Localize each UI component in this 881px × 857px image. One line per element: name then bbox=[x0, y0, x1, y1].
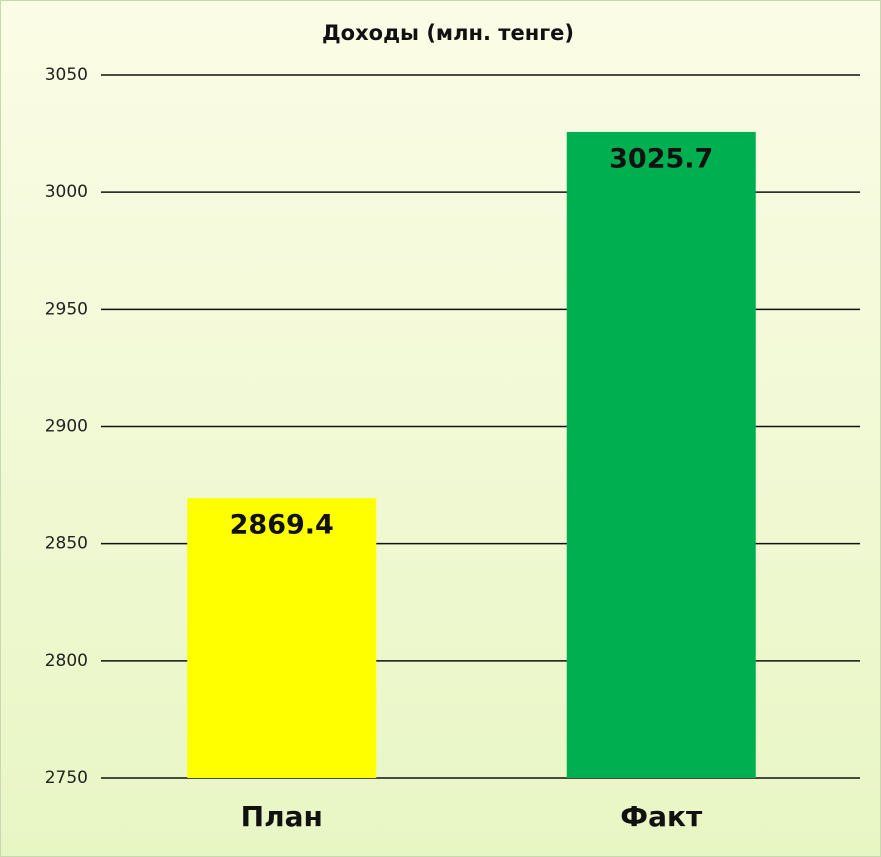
value-label: 2869.4 bbox=[230, 510, 334, 541]
y-tick-label: 2750 bbox=[45, 768, 88, 788]
y-tick-label: 2800 bbox=[45, 651, 88, 671]
bar bbox=[566, 131, 756, 778]
y-tick-label: 2950 bbox=[45, 299, 88, 319]
y-tick-label: 2850 bbox=[45, 534, 88, 554]
y-tick-label: 3050 bbox=[45, 65, 88, 85]
y-tick-label: 2900 bbox=[45, 417, 88, 437]
y-tick-label: 3000 bbox=[45, 182, 88, 202]
value-label: 3025.7 bbox=[609, 143, 713, 174]
x-tick-label: План bbox=[241, 800, 323, 833]
bar bbox=[187, 498, 377, 778]
x-tick-label: Факт bbox=[620, 800, 703, 833]
chart-title: Доходы (млн. тенге) bbox=[322, 21, 574, 45]
